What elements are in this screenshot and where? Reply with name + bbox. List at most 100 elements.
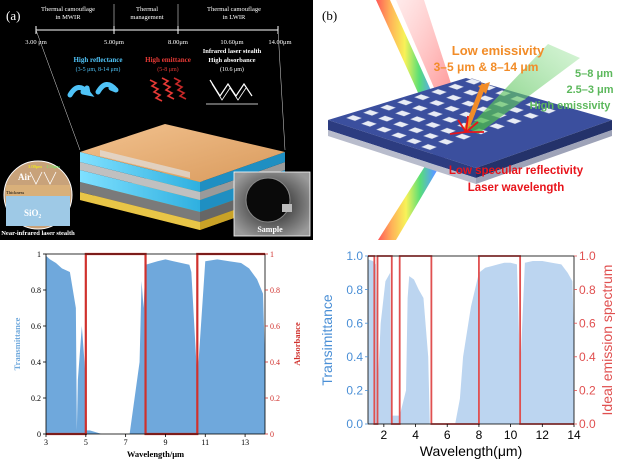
x-tick-label: 12 — [536, 428, 550, 442]
y-tick-label: 0.2 — [346, 384, 363, 398]
inset-air-label: Air — [18, 172, 31, 182]
x-axis-label: Wavelength/μm — [127, 449, 184, 459]
metasurface-pad — [407, 126, 425, 134]
projection-line-left — [35, 29, 81, 151]
inset-thickness-label: Thickness — [6, 190, 24, 195]
chart-d-svg: 2 4 6 8 10 12 14 0.00.20.40.60.81.0 0.00.20.40… — [319, 249, 615, 459]
metasurface-pad — [539, 107, 557, 114]
y2-axis-ticks: 0 0.2 0.4 0.6 0.8 1 — [265, 250, 280, 439]
mark-3um: 3.00 μm — [25, 39, 47, 46]
plot-frame — [45, 253, 266, 435]
x-axis-label: Wavelength(μm) — [420, 443, 522, 459]
y-axis-label: Transimittance — [319, 294, 335, 386]
high-emissivity-band-2: 2.5–3 μm — [566, 84, 613, 96]
absorbance-zigzag-icon — [206, 79, 258, 105]
y-tick-label: 1.0 — [346, 249, 363, 263]
x-axis-ticks: 3 5 7 9 11 13 — [44, 434, 249, 447]
metasurface-pad — [443, 105, 461, 113]
feature-high-emittance-title: High emittance — [145, 56, 191, 64]
metasurface-pad — [390, 132, 408, 139]
metasurface-pad — [375, 126, 393, 133]
mark-14um: 14.00μm — [268, 39, 291, 46]
metasurface-pad — [430, 88, 448, 96]
metasurface-pad — [362, 109, 380, 117]
x-tick-label: 8 — [476, 428, 483, 442]
y2-tick-label: 0.2 — [270, 394, 280, 403]
metasurface-pad — [445, 94, 463, 102]
y2-axis-ticks: 0.0 0.2 0.4 0.6 0.8 1.0 — [574, 249, 596, 431]
y-axis-label: Transmittance — [12, 317, 22, 370]
plot-frame — [367, 255, 575, 425]
y-tick-label: 1 — [37, 250, 41, 259]
metasurface-pad — [394, 110, 412, 117]
inset-substrate-label: SiO₂ — [24, 208, 42, 218]
metasurface-pad — [437, 138, 455, 146]
panel-a-svg: (a) Thermal camouflage in MWIR Thermal m… — [1, 4, 311, 237]
low-emissivity-arrow — [463, 83, 487, 131]
y-tick-label: 0.4 — [31, 358, 41, 367]
chart-c-svg: 3 5 7 9 11 13 0 0.2 0.4 0.6 0.8 1 0 0.2 0.4 0.6 0.8 1 W… — [12, 250, 302, 459]
y2-tick-label: 0.8 — [579, 283, 596, 297]
metasurface-pad — [396, 99, 414, 106]
metasurface-pad — [488, 122, 506, 130]
metasurface-pad — [411, 104, 429, 112]
low-emissivity-range: 3–5 μm & 8–14 μm — [434, 60, 539, 74]
inset-wavelength-2: 1.55μm — [46, 164, 60, 169]
metasurface-pad — [426, 110, 444, 118]
projection-line-right — [277, 29, 286, 151]
y2-tick-label: 0.6 — [579, 316, 596, 330]
metasurface-pad — [524, 101, 542, 109]
y-tick-label: 0.4 — [346, 350, 363, 364]
x-tick-label: 11 — [201, 438, 209, 447]
y2-tick-label: 0.8 — [270, 286, 280, 295]
photo-caption: Sample — [257, 225, 283, 234]
metasurface-pad — [379, 104, 397, 111]
x-tick-label: 4 — [412, 428, 419, 442]
emittance-waves-icon — [149, 77, 187, 102]
high-emissivity-beam — [468, 44, 580, 134]
transmittance-absorbance-chart: 3 5 7 9 11 13 0 0.2 0.4 0.6 0.8 1 0 0.2 0.4 0.6 0.8 1 W… — [0, 242, 313, 462]
high-emissivity-label: High emissivity — [530, 100, 612, 112]
x-tick-label: 2 — [381, 428, 388, 442]
y-tick-label: 0.2 — [31, 394, 41, 403]
metasurface-pad — [505, 117, 523, 125]
low-emissivity-label: Low emissivity — [452, 43, 545, 58]
metasurface-pad — [428, 99, 446, 107]
transmittance-area — [368, 259, 574, 424]
y2-tick-label: 1 — [270, 250, 274, 259]
region-lwir-title-1: Thermal camouflage — [207, 6, 261, 13]
x-tick-label: 3 — [44, 438, 48, 447]
feature-high-absorbance-title: High absorbance — [208, 57, 255, 64]
region-lwir-title-2: in LWIR — [223, 14, 246, 21]
y-tick-label: 0.6 — [31, 322, 41, 331]
reflected-rainbow-beam — [378, 152, 448, 240]
y-tick-label: 0.8 — [31, 286, 41, 295]
y2-tick-label: 0 — [270, 430, 274, 439]
metasurface-pad — [377, 115, 395, 122]
metasurface-pad — [422, 132, 440, 140]
x-tick-label: 6 — [444, 428, 451, 442]
y2-axis-label: Ideal emission spectrum — [599, 265, 615, 416]
y-tick-label: 0.0 — [346, 417, 363, 431]
feature-high-emittance-detail: (5-8 μm) — [157, 66, 178, 73]
high-emissivity-band-1: 5–8 μm — [575, 68, 613, 80]
laser-wavelength-label: Laser wavelength — [468, 182, 565, 194]
x-tick-label: 5 — [84, 438, 88, 447]
inset-wavelength-1: 3.00μm — [28, 164, 42, 169]
mark-5um: 5.00μm — [104, 39, 124, 46]
feature-laser-stealth-title: Infrared laser stealth — [203, 48, 262, 55]
metasurface-pad — [439, 127, 457, 135]
metasurface-pad — [447, 83, 465, 91]
feature-high-reflectance-detail: (3-5 μm, 8-14 μm) — [76, 66, 121, 73]
metasurface-pad — [409, 115, 427, 123]
y2-tick-label: 0.2 — [579, 384, 596, 398]
reflectance-arrows-icon — [67, 82, 119, 98]
metasurface-pad — [464, 78, 482, 85]
y2-axis-label: Absorbance — [292, 322, 302, 366]
x-tick-label: 14 — [567, 428, 581, 442]
transmittance-area — [46, 255, 265, 434]
mark-8um: 8.00μm — [168, 39, 188, 46]
feature-high-reflectance-title: High reflectance — [73, 56, 122, 64]
mark-10-6um: 10.60μm — [220, 39, 243, 46]
sample-photo: Sample — [233, 171, 311, 237]
